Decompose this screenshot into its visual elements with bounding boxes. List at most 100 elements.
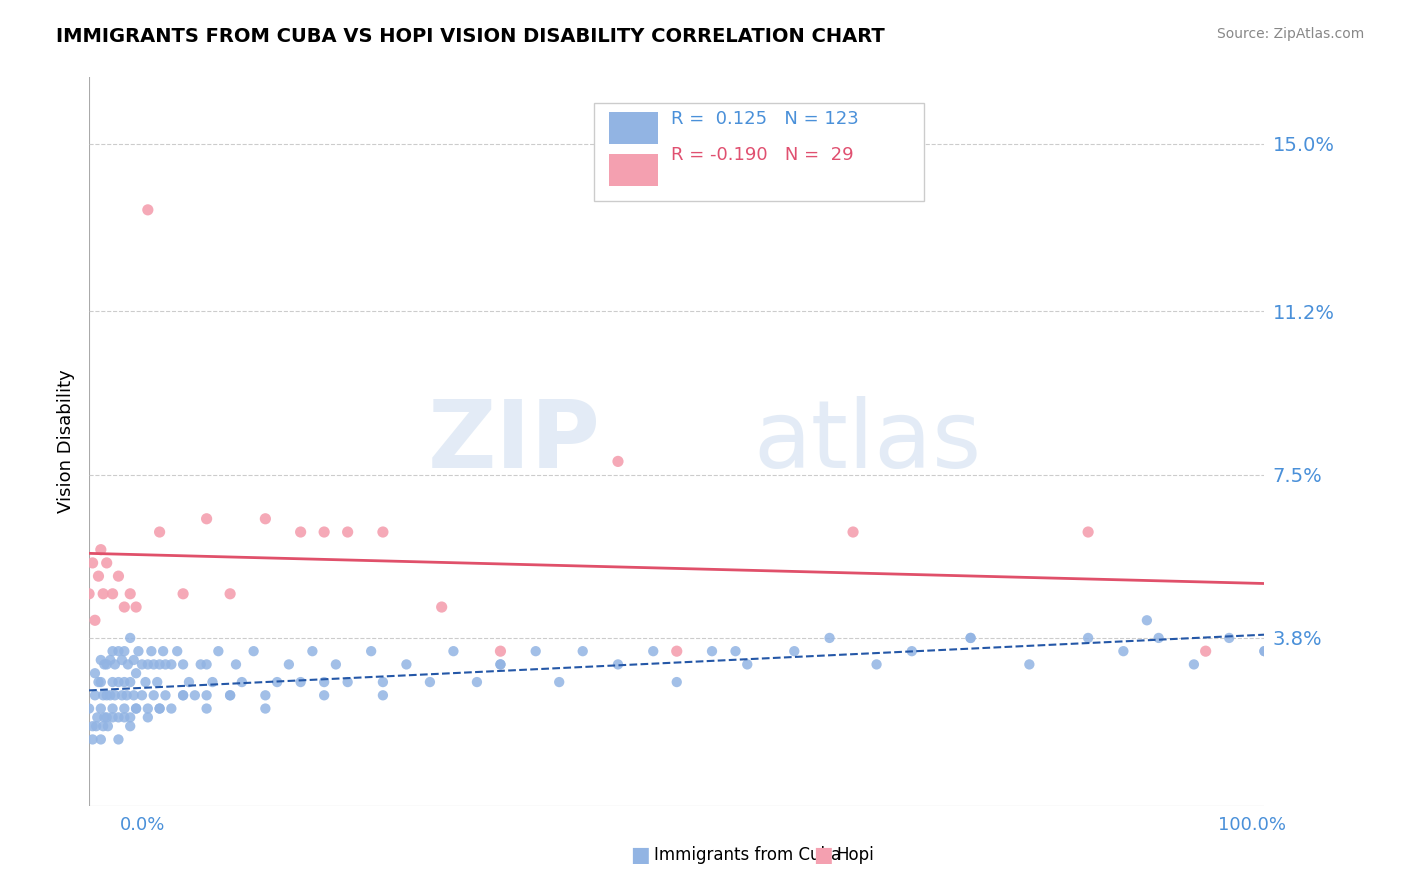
Point	[735, 657, 758, 672]
Point	[98, 688, 121, 702]
Point	[82, 719, 104, 733]
Point	[314, 524, 336, 539]
Point	[120, 587, 142, 601]
Point	[96, 710, 118, 724]
Point	[336, 524, 359, 539]
Text: Hopi: Hopi	[837, 846, 875, 863]
Bar	[609, 154, 658, 186]
Point	[314, 688, 336, 702]
Text: 0.0%: 0.0%	[120, 816, 165, 834]
Text: atlas: atlas	[754, 395, 981, 488]
Point	[155, 657, 177, 672]
Point	[142, 657, 165, 672]
Point	[87, 569, 110, 583]
Point	[96, 688, 118, 702]
Point	[91, 587, 114, 601]
Point	[107, 644, 129, 658]
Point	[90, 732, 112, 747]
FancyBboxPatch shape	[595, 103, 924, 202]
Point	[131, 688, 153, 702]
Point	[371, 524, 394, 539]
Point	[93, 710, 115, 724]
Point	[195, 701, 218, 715]
Point	[959, 631, 981, 645]
Point	[489, 657, 512, 672]
Point	[101, 710, 124, 724]
Point	[1218, 631, 1240, 645]
Point	[207, 644, 229, 658]
Point	[141, 644, 163, 658]
Point	[112, 675, 135, 690]
Text: Source: ZipAtlas.com: Source: ZipAtlas.com	[1216, 27, 1364, 41]
Text: R = -0.190   N =  29: R = -0.190 N = 29	[671, 146, 853, 164]
Point	[1253, 644, 1275, 658]
Point	[1182, 657, 1205, 672]
Point	[430, 600, 453, 615]
Point	[254, 688, 277, 702]
Point	[166, 644, 188, 658]
Bar	[609, 112, 658, 144]
Text: Immigrants from Cuba: Immigrants from Cuba	[654, 846, 841, 863]
Point	[465, 675, 488, 690]
Point	[90, 653, 112, 667]
Point	[277, 657, 299, 672]
Text: ZIP: ZIP	[427, 395, 600, 488]
Point	[225, 657, 247, 672]
Point	[290, 524, 312, 539]
Point	[489, 644, 512, 658]
Point	[87, 675, 110, 690]
Point	[120, 631, 142, 645]
Point	[195, 512, 218, 526]
Point	[131, 657, 153, 672]
Point	[149, 701, 172, 715]
Point	[290, 675, 312, 690]
Point	[111, 653, 134, 667]
Point	[314, 675, 336, 690]
Point	[134, 675, 156, 690]
Point	[146, 675, 169, 690]
Point	[101, 644, 124, 658]
Point	[149, 524, 172, 539]
Point	[136, 710, 159, 724]
Text: IMMIGRANTS FROM CUBA VS HOPI VISION DISABILITY CORRELATION CHART: IMMIGRANTS FROM CUBA VS HOPI VISION DISA…	[56, 27, 884, 45]
Point	[125, 666, 148, 681]
Point	[172, 688, 194, 702]
Point	[125, 701, 148, 715]
Point	[1253, 644, 1275, 658]
Point	[90, 701, 112, 715]
Point	[101, 587, 124, 601]
Point	[125, 600, 148, 615]
Point	[1077, 631, 1099, 645]
Point	[254, 512, 277, 526]
Point	[136, 701, 159, 715]
Point	[117, 657, 139, 672]
Point	[524, 644, 547, 658]
Point	[195, 657, 218, 672]
Point	[96, 657, 118, 672]
Point	[571, 644, 593, 658]
Point	[1147, 631, 1170, 645]
Point	[84, 719, 107, 733]
Point	[643, 644, 665, 658]
Point	[254, 701, 277, 715]
Text: ■: ■	[813, 845, 832, 864]
Point	[842, 524, 865, 539]
Point	[86, 710, 108, 724]
Point	[136, 657, 159, 672]
Point	[177, 675, 200, 690]
Point	[665, 675, 688, 690]
Point	[120, 710, 142, 724]
Point	[155, 688, 177, 702]
Point	[122, 688, 145, 702]
Point	[195, 688, 218, 702]
Point	[172, 587, 194, 601]
Point	[395, 657, 418, 672]
Point	[122, 653, 145, 667]
Point	[360, 644, 382, 658]
Point	[665, 644, 688, 658]
Point	[107, 569, 129, 583]
Point	[607, 657, 630, 672]
Y-axis label: Vision Disability: Vision Disability	[58, 369, 75, 514]
Point	[82, 556, 104, 570]
Text: ■: ■	[630, 845, 650, 864]
